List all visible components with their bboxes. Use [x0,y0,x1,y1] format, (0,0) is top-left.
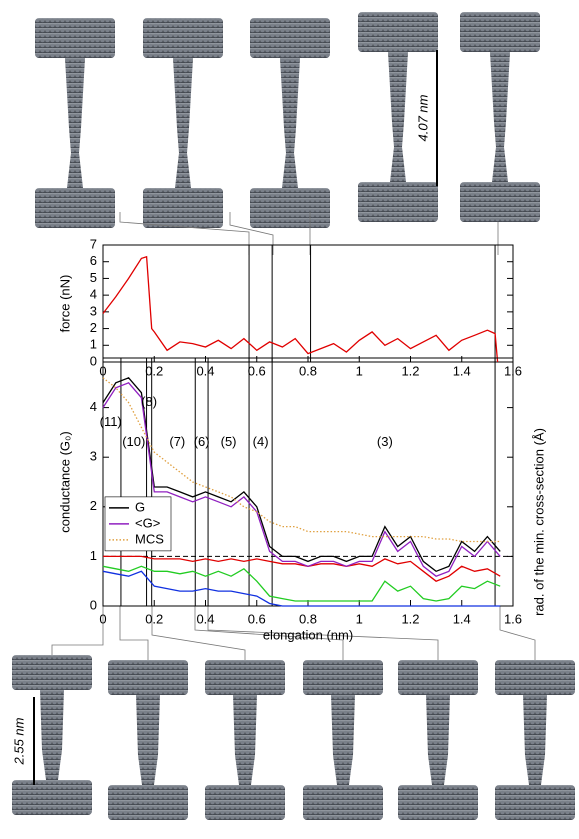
region-label: (6) [194,434,210,449]
region-label: (4) [253,434,269,449]
y-tick-label: 3 [90,303,97,318]
x-tick-label: 0.8 [299,363,317,378]
y-tick-label: 3 [90,449,97,464]
x-tick-label: 1.2 [401,611,419,626]
x-tick-label: 1.2 [401,363,419,378]
series-line [102,255,499,363]
y-tick-label: 4 [90,287,97,302]
region-label: (7) [169,434,185,449]
y-tick-label: 1 [90,548,97,563]
x-axis-label: elongation (nm) [263,627,353,642]
y-tick-label: 0 [90,597,97,612]
series-line [102,377,501,573]
y-axis-label: conductance (G₀) [57,431,72,533]
plot-frame [102,244,514,363]
x-tick-label: 0.2 [145,363,163,378]
series-line [102,565,501,602]
y-tick-label: 7 [90,236,97,251]
x-tick-label: 0.2 [145,611,163,626]
x-tick-label: 1.4 [453,363,471,378]
y-axis-label: force (nN) [57,275,72,333]
x-tick-label: 1 [356,611,363,626]
series-line [102,570,501,607]
y-tick-label: 4 [90,399,97,414]
x-tick-label: 0 [99,611,106,626]
y-tick-label: 2 [90,498,97,513]
y-tick-label: 0 [90,353,97,368]
region-label: (5) [221,434,237,449]
x-tick-label: 0.8 [299,611,317,626]
x-tick-label: 0.4 [196,611,214,626]
series-line [103,555,501,582]
series-line [102,382,501,577]
x-tick-label: 1.4 [453,611,471,626]
y-tick-label: 1 [90,337,97,352]
y-tick-label: 2 [90,320,97,335]
x-tick-label: 1.6 [504,611,522,626]
connectors [51,212,536,660]
y2-axis-label: rad. of the min. cross-section (Å) [531,428,546,616]
annotation: 4.07 nm [415,94,430,141]
x-tick-label: 0.6 [248,363,266,378]
x-tick-label: 0.4 [196,363,214,378]
region-label: (8) [141,394,157,409]
x-tick-label: 0.6 [248,611,266,626]
legend-label: G [135,499,145,514]
region-label: (10) [122,434,145,449]
legend-label: MCS [135,531,164,546]
x-tick-label: 1 [356,363,363,378]
annotation: 2.55 nm [11,717,26,765]
region-label: (3) [377,434,393,449]
legend-label: <G> [135,515,160,530]
y-tick-label: 6 [90,253,97,268]
region-label: (11) [100,414,122,429]
plot-frame [102,357,514,607]
nanowire-images [12,12,575,820]
y-tick-label: 5 [90,270,97,285]
